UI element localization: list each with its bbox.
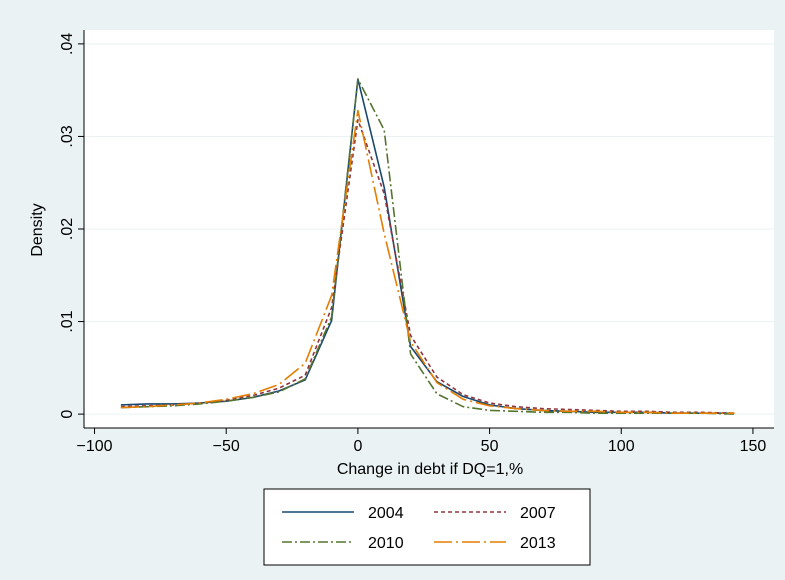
y-tick-label: .02: [59, 218, 76, 240]
x-tick-label: 0: [353, 438, 362, 455]
y-tick-label: 0: [59, 410, 76, 419]
y-ticks: 0 .01 .02 .03 .04: [59, 33, 84, 419]
legend-box: [263, 488, 591, 566]
y-tick-label: .03: [59, 125, 76, 147]
legend-label-2007: 2007: [520, 505, 556, 522]
x-tick-label: −50: [213, 438, 240, 455]
legend-label-2013: 2013: [520, 535, 556, 552]
series-line-2013: [120, 109, 735, 415]
gridlines: [84, 43, 774, 415]
series-lines: [120, 78, 735, 415]
x-tick-label: 100: [608, 438, 635, 455]
x-tick-label: −100: [77, 438, 113, 455]
x-axis-label: Change in debt if DQ=1,%: [337, 461, 523, 478]
legend: 2004 2007 2010 2013: [263, 488, 591, 566]
y-tick-label: .04: [59, 33, 76, 55]
x-tick-label: 50: [481, 438, 499, 455]
legend-label-2010: 2010: [368, 535, 404, 552]
y-tick-label: .01: [59, 310, 76, 332]
x-ticks: −100 −50 0 50 100 150: [77, 428, 767, 455]
x-tick-label: 150: [740, 438, 767, 455]
series-line-2010: [120, 78, 735, 415]
y-axis-label: Density: [29, 203, 46, 256]
legend-label-2004: 2004: [368, 505, 404, 522]
